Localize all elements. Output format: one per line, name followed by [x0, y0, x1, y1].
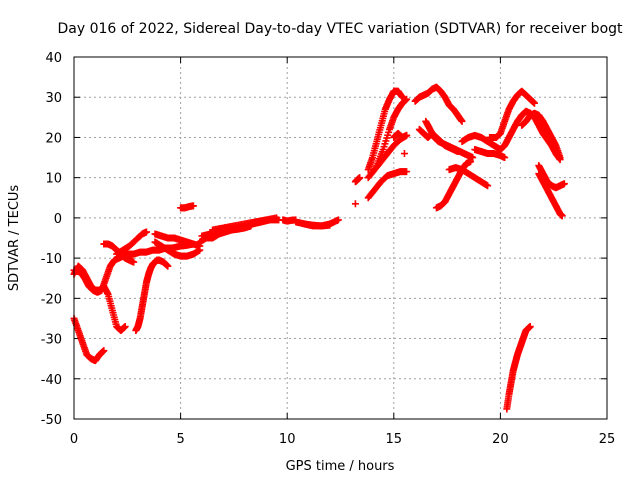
- chart-title: Day 016 of 2022, Sidereal Day-to-day VTE…: [57, 21, 623, 37]
- data-point-marker: [458, 117, 466, 125]
- y-tick-label: -10: [41, 252, 62, 267]
- data-point-marker: [501, 154, 509, 162]
- y-tick-label: -50: [41, 413, 62, 428]
- series-arc23: [400, 150, 408, 158]
- data-point-marker: [484, 182, 492, 190]
- y-tick-label: -30: [41, 333, 62, 348]
- data-point-marker: [469, 154, 477, 162]
- x-tick-label: 0: [70, 432, 78, 447]
- series-arc17: [351, 200, 359, 208]
- plot-frame: [73, 56, 608, 420]
- x-tick-label: 15: [386, 432, 403, 447]
- x-tick-labels: 0 5 10 15 20 25: [70, 432, 615, 447]
- series-arc33: [518, 109, 564, 162]
- data-point-marker: [467, 158, 475, 166]
- y-tick-label: -20: [41, 292, 62, 307]
- series-arc34: [535, 162, 568, 192]
- y-tick-labels: -50 -40 -30 -20 -10 0 10 20 30 40: [41, 51, 62, 428]
- data-point-marker: [403, 95, 411, 103]
- series-arc22: [364, 168, 411, 202]
- y-tick-label: 0: [54, 212, 62, 227]
- y-axis-label: SDTVAR / TECUs: [7, 185, 22, 292]
- series-arc12: [209, 214, 281, 234]
- data-point-marker: [130, 258, 138, 266]
- series-arc26: [422, 117, 477, 162]
- series-arc5: [113, 228, 150, 258]
- data-point-marker: [556, 154, 564, 162]
- data-point-marker: [100, 347, 108, 355]
- data-point-marker: [121, 322, 129, 330]
- series-arc6: [132, 256, 172, 335]
- series-arc21: [390, 129, 411, 141]
- y-tick-label: 40: [45, 51, 62, 66]
- series-arc28: [445, 164, 492, 190]
- series-arc18: [364, 87, 406, 174]
- series-arc30: [471, 146, 509, 162]
- x-tick-label: 25: [599, 432, 616, 447]
- data-point-marker: [351, 200, 359, 208]
- data-point-marker: [334, 216, 342, 224]
- y-tick-label: 10: [45, 172, 62, 187]
- series-arc20: [373, 95, 411, 170]
- series-arc9: [177, 202, 197, 212]
- series-arc3: [70, 240, 197, 296]
- data-point-marker: [403, 131, 411, 139]
- data-point-marker: [400, 150, 408, 158]
- data-point-marker: [326, 221, 334, 229]
- data-points: [70, 83, 568, 413]
- series-arc24: [411, 83, 466, 125]
- data-point-marker: [356, 174, 364, 182]
- series-arc15: [300, 220, 334, 230]
- data-point-marker: [526, 322, 534, 330]
- series-arc16: [351, 174, 364, 186]
- x-tick-label: 10: [279, 432, 296, 447]
- data-point-marker: [558, 212, 566, 220]
- x-tick-label: 5: [176, 432, 184, 447]
- series-arc31: [486, 87, 539, 141]
- series-arc35: [535, 170, 566, 220]
- y-tick-label: -40: [41, 373, 62, 388]
- data-point-marker: [142, 228, 150, 236]
- data-point-marker: [164, 262, 172, 270]
- series-arc8: [151, 230, 204, 250]
- y-tick-label: 30: [45, 91, 62, 106]
- data-point-marker: [273, 214, 281, 222]
- x-axis-label: GPS time / hours: [286, 459, 395, 474]
- data-point-marker: [531, 99, 539, 107]
- y-tick-label: 20: [45, 131, 62, 146]
- data-point-marker: [189, 202, 197, 210]
- x-tick-label: 20: [492, 432, 509, 447]
- series-arc36: [503, 322, 534, 413]
- data-point-marker: [560, 180, 568, 188]
- series-arc1: [70, 314, 108, 365]
- data-point-marker: [403, 168, 411, 176]
